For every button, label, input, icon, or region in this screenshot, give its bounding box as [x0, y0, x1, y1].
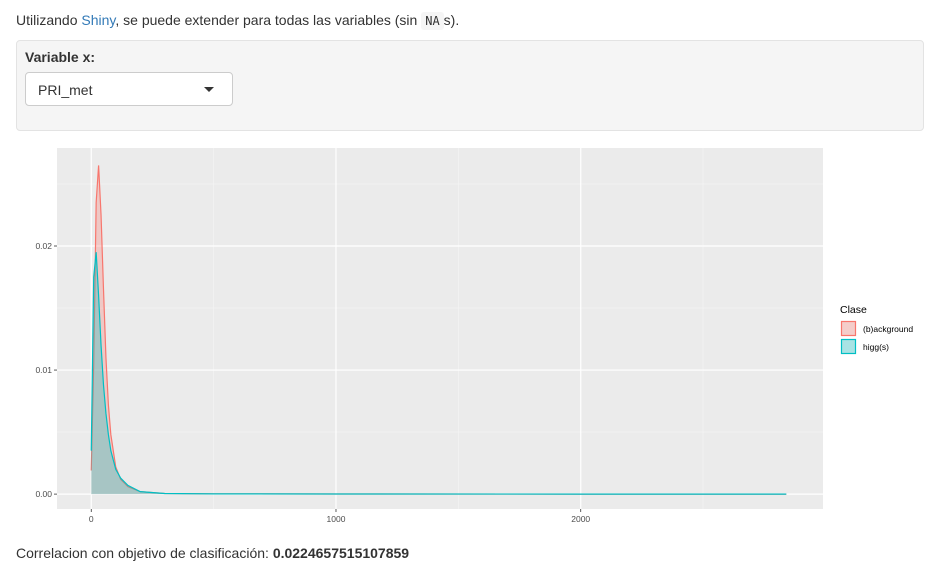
correlation-text: Correlacion con objetivo de clasificació… [16, 544, 409, 562]
intro-text: Utilizando Shiny, se puede extender para… [16, 11, 459, 30]
intro-middle: , se puede extender para todas las varia… [115, 12, 422, 28]
density-line-1 [90, 252, 787, 495]
input-panel: Variable x: PRI_met [16, 40, 924, 131]
legend-key-1 [840, 338, 857, 355]
legend-title: Clase [840, 304, 867, 316]
intro-prefix: Utilizando [16, 12, 82, 28]
correlation-label: Correlacion con objetivo de clasificació… [16, 545, 273, 561]
variable-x-label: Variable x: [25, 49, 96, 65]
x-tick-label: 2000 [571, 514, 590, 524]
legend-key-bg [841, 321, 856, 336]
correlation-value: 0.0224657515107859 [272, 545, 410, 561]
legend-key-0 [840, 320, 857, 337]
density-plot: 0 1000 2000 0.00 0.01 0.02 Clase (b)ackground hi… [35, 148, 913, 524]
x-tick-label: 1000 [327, 514, 346, 524]
variable-x-select[interactable]: PRI_met [25, 72, 233, 106]
legend-key-bg [841, 339, 856, 354]
y-tick-label: 0.01 [35, 365, 52, 375]
intro-suffix: s). [443, 12, 460, 28]
y-tick-label: 0.02 [35, 241, 52, 251]
na-code: NA [421, 12, 444, 30]
chevron-down-icon[interactable] [204, 87, 214, 92]
selected-value: PRI_met [38, 82, 93, 98]
y-tick-label: 0.00 [35, 489, 52, 499]
shiny-link[interactable]: Shiny [81, 12, 116, 28]
x-tick-label: 0 [89, 514, 94, 524]
legend-label-1: higg(s) [863, 342, 889, 352]
plot-panel [57, 148, 823, 509]
legend-label-0: (b)ackground [863, 324, 913, 334]
